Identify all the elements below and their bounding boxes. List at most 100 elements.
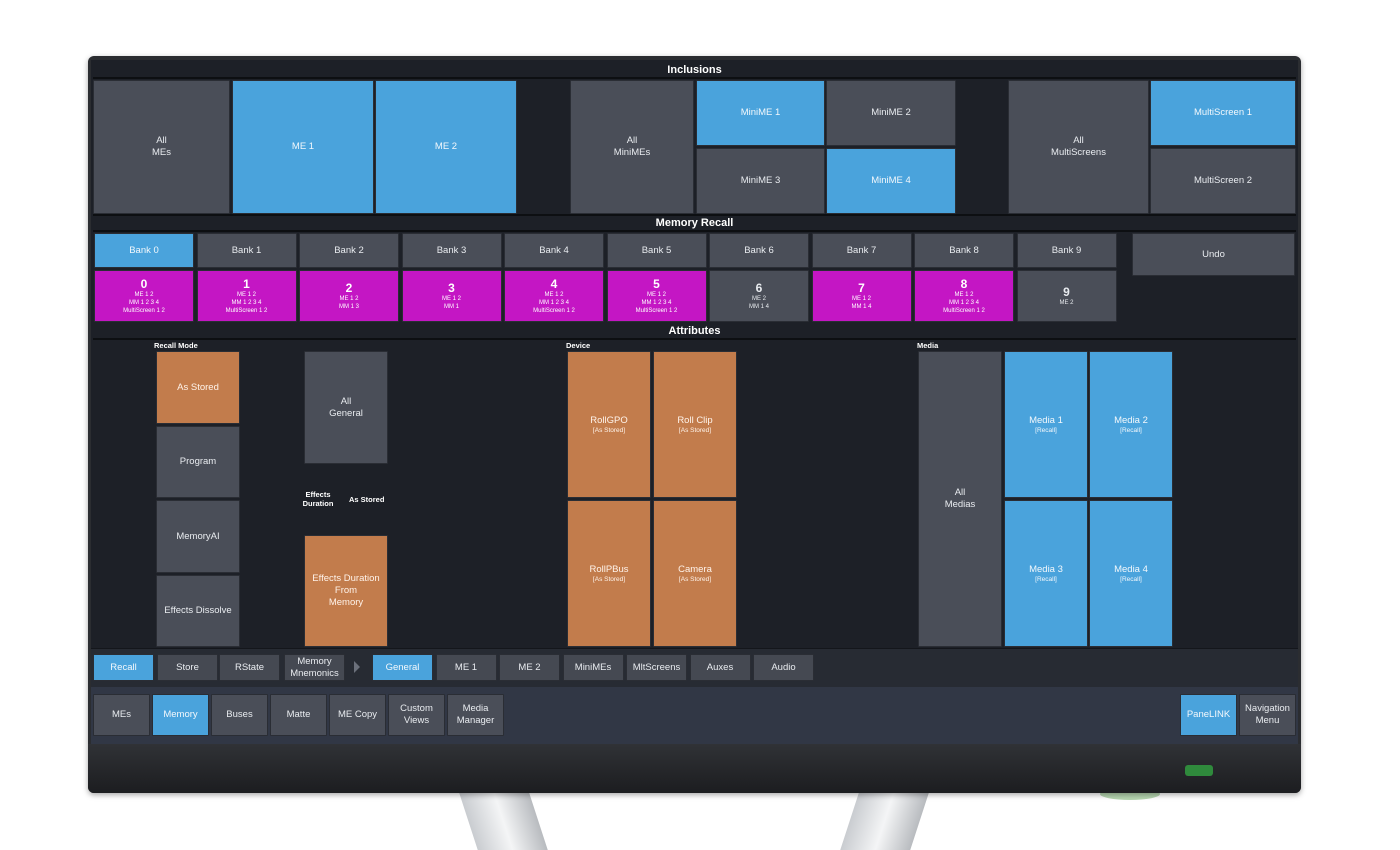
media-2-button[interactable]: Media 2 [Recall] [1089, 351, 1173, 498]
memory-content-line: MultiScreen 1 2 [943, 307, 985, 314]
memory-0-button[interactable]: 0 ME 1 2 MM 1 2 3 4 MultiScreen 1 2 [94, 270, 194, 322]
nav-tab-3[interactable]: Matte [270, 694, 327, 736]
category-tab-5[interactable]: Auxes [689, 654, 751, 681]
me2-inclusion-button[interactable]: ME 2 [375, 80, 517, 214]
minime4-button[interactable]: MiniME 4 [826, 148, 956, 214]
device-rollgpo-button[interactable]: RollGPO [As Stored] [567, 351, 651, 498]
category-tab-2[interactable]: ME 2 [499, 654, 560, 681]
memory-content-line: MultiScreen 1 2 [533, 307, 575, 314]
media-1-button[interactable]: Media 1 [Recall] [1004, 351, 1088, 498]
chevron-right-icon [354, 661, 360, 673]
bank-7-button[interactable]: Bank 7 [811, 233, 912, 268]
device-camera-button[interactable]: Camera [As Stored] [653, 500, 737, 647]
media-3-button[interactable]: Media 3 [Recall] [1004, 500, 1088, 647]
undo-button[interactable]: Undo [1132, 233, 1295, 276]
media-4-button[interactable]: Media 4 [Recall] [1089, 500, 1173, 647]
memory-content-line: MultiScreen 1 2 [635, 307, 678, 314]
mode-tab-2[interactable]: RState [219, 654, 280, 681]
memory-content-line: ME 2 [751, 295, 766, 302]
nav-tab-5[interactable]: Custom Views [388, 694, 445, 736]
recall-mode-memoryai-button[interactable]: MemoryAI [156, 500, 240, 573]
memory-content-line: MM 1 2 3 4 [231, 299, 262, 306]
mode-tab-1[interactable]: Store [157, 654, 218, 681]
me1-inclusion-button[interactable]: ME 1 [232, 80, 374, 214]
media-name: Media 4 [1114, 563, 1148, 575]
nav-tab-0[interactable]: MEs [93, 694, 150, 736]
memory-1-button[interactable]: 1 ME 1 2 MM 1 2 3 4 MultiScreen 1 2 [196, 270, 297, 322]
mode-tab-3[interactable]: Memory Mnemonics [284, 654, 345, 681]
device-state: [As Stored] [678, 426, 712, 434]
bank-6-button[interactable]: Bank 6 [709, 233, 809, 268]
multiscreen2-button[interactable]: MultiScreen 2 [1150, 148, 1296, 214]
inclusions-title: Inclusions [667, 64, 722, 76]
all-general-button[interactable]: All General [304, 351, 388, 464]
memory-7-button[interactable]: 7 ME 1 2 MM 1 4 [811, 270, 912, 322]
nav-tab-2[interactable]: Buses [211, 694, 268, 736]
memory-content-line: MM 1 4 [748, 303, 769, 310]
memory-6-button[interactable]: 6 ME 2 MM 1 4 [709, 270, 809, 322]
category-tab-0[interactable]: General [372, 654, 433, 681]
power-led-icon [1185, 765, 1213, 776]
divider [93, 77, 1296, 79]
minime3-button[interactable]: MiniME 3 [696, 148, 825, 214]
nav-tab-1[interactable]: Memory [152, 694, 209, 736]
effects-duration-from-memory-button[interactable]: Effects Duration From Memory [304, 535, 388, 647]
memory-2-button[interactable]: 2 ME 1 2 MM 1 3 [299, 270, 399, 322]
attributes-title: Attributes [668, 325, 721, 337]
monitor-stand-right [840, 790, 930, 850]
mode-tab-0[interactable]: Recall [93, 654, 154, 681]
bank-9-button[interactable]: Bank 9 [1016, 233, 1117, 268]
device-rollpbus-button[interactable]: RollPBus [As Stored] [567, 500, 651, 647]
all-medias-button[interactable]: All Medias [918, 351, 1002, 647]
device-roll-clip-button[interactable]: Roll Clip [As Stored] [653, 351, 737, 498]
category-tab-1[interactable]: ME 1 [435, 654, 497, 681]
bank-4-button[interactable]: Bank 4 [504, 233, 604, 268]
memory-number: 1 [243, 276, 250, 291]
recall-mode-effects-dissolve-button[interactable]: Effects Dissolve [156, 575, 240, 647]
nav-tab-4[interactable]: ME Copy [329, 694, 386, 736]
category-tab-3[interactable]: MiniMEs [562, 654, 624, 681]
bank-2-button[interactable]: Bank 2 [299, 233, 399, 268]
nav-tab-6[interactable]: Media Manager [447, 694, 504, 736]
device-name: RollPBus [589, 563, 629, 575]
memory-number: 8 [960, 276, 968, 291]
minime2-button[interactable]: MiniME 2 [826, 80, 956, 146]
memory-5-button[interactable]: 5 ME 1 2 MM 1 2 3 4 MultiScreen 1 2 [606, 270, 707, 322]
bank-5-button[interactable]: Bank 5 [606, 233, 707, 268]
all-minimes-button[interactable]: All MiniMEs [570, 80, 694, 214]
all-multiscreens-button[interactable]: All MultiScreens [1008, 80, 1149, 214]
panelink-button[interactable]: PaneLINK [1180, 694, 1237, 736]
category-tab-4[interactable]: MltScreens [626, 654, 687, 681]
memory-4-button[interactable]: 4 ME 1 2 MM 1 2 3 4 MultiScreen 1 2 [504, 270, 604, 322]
effects-duration-label: Effects Duration [302, 490, 334, 508]
memory-content-line: MM 1 [444, 303, 459, 310]
memory-content-line: MM 1 2 3 4 [128, 299, 159, 306]
memory-number: 3 [448, 280, 455, 295]
media-name: Media 2 [1114, 414, 1148, 426]
media-state: [Recall] [1120, 575, 1142, 583]
all-mes-button[interactable]: All MEs [93, 80, 230, 214]
navigation-menu-button[interactable]: Navigation Menu [1239, 694, 1296, 736]
device-name: Camera [678, 563, 712, 575]
recall-mode-as-stored-button[interactable]: As Stored [156, 351, 240, 424]
bank-1-button[interactable]: Bank 1 [196, 233, 297, 268]
memory-3-button[interactable]: 3 ME 1 2 MM 1 [401, 270, 502, 322]
divider [93, 338, 1296, 340]
bank-3-button[interactable]: Bank 3 [401, 233, 502, 268]
bank-8-button[interactable]: Bank 8 [914, 233, 1014, 268]
multiscreen1-button[interactable]: MultiScreen 1 [1150, 80, 1296, 146]
recall-mode-program-button[interactable]: Program [156, 426, 240, 498]
memory-number: 5 [653, 276, 660, 291]
memory-9-button[interactable]: 9 ME 2 [1016, 270, 1117, 322]
touchscreen: Inclusions All MEs ME 1 ME 2 All MiniMEs… [91, 60, 1298, 744]
memory-number: 0 [140, 276, 148, 291]
memory-content-line: ME 1 2 [236, 291, 256, 298]
memory-8-button[interactable]: 8 ME 1 2 MM 1 2 3 4 MultiScreen 1 2 [914, 270, 1014, 322]
bank-0-button[interactable]: Bank 0 [94, 233, 194, 268]
divider [93, 230, 1296, 232]
minime1-button[interactable]: MiniME 1 [696, 80, 825, 146]
memory-recall-title: Memory Recall [655, 217, 734, 229]
memory-number: 7 [858, 280, 865, 295]
category-tab-6[interactable]: Audio [753, 654, 814, 681]
memory-content-line: MultiScreen 1 2 [123, 307, 165, 314]
